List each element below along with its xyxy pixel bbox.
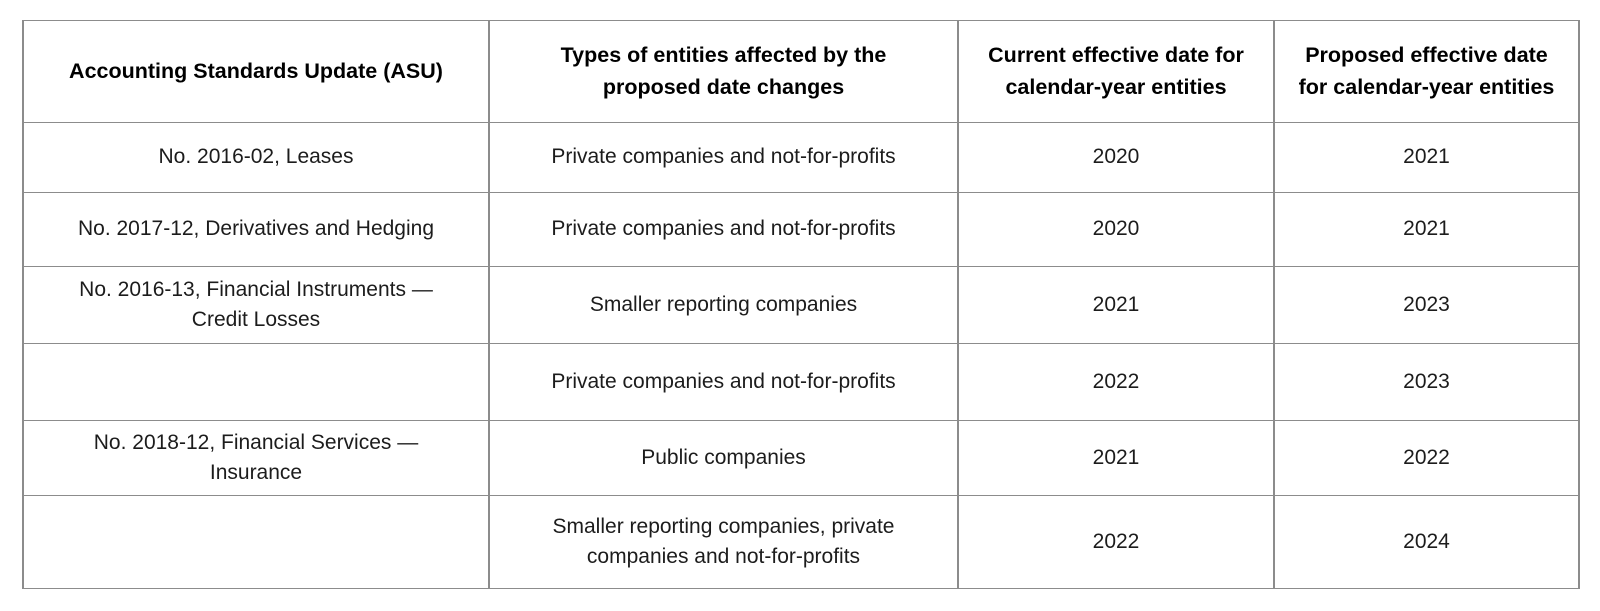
cell-entities: Public companies xyxy=(488,420,959,496)
cell-asu-empty xyxy=(22,343,490,421)
cell-entities: Smaller reporting companies xyxy=(488,266,959,344)
cell-asu: No. 2016-13, Financial Instruments — Cre… xyxy=(22,266,490,344)
table-row: No. 2018-12, Financial Services — Insura… xyxy=(22,420,1580,496)
cell-proposed-date: 2023 xyxy=(1273,343,1580,421)
cell-current-date: 2021 xyxy=(957,420,1275,496)
cell-proposed-date: 2022 xyxy=(1273,420,1580,496)
cell-current-date: 2020 xyxy=(957,192,1275,267)
table-row: Smaller reporting companies, private com… xyxy=(22,495,1580,589)
cell-asu: No. 2017-12, Derivatives and Hedging xyxy=(22,192,490,267)
table-row: Private companies and not-for-profits 20… xyxy=(22,343,1580,421)
header-entities-affected: Types of entities affected by the propos… xyxy=(488,20,959,123)
cell-current-date: 2022 xyxy=(957,495,1275,589)
cell-entities: Private companies and not-for-profits xyxy=(488,122,959,193)
cell-current-date: 2022 xyxy=(957,343,1275,421)
cell-current-date: 2020 xyxy=(957,122,1275,193)
cell-proposed-date: 2021 xyxy=(1273,122,1580,193)
asu-effective-dates-table: Accounting Standards Update (ASU) Types … xyxy=(22,20,1580,589)
table-row: No. 2016-02, Leases Private companies an… xyxy=(22,122,1580,193)
cell-entities: Private companies and not-for-profits xyxy=(488,343,959,421)
table-row: No. 2016-13, Financial Instruments — Cre… xyxy=(22,266,1580,344)
cell-asu: No. 2016-02, Leases xyxy=(22,122,490,193)
cell-entities: Smaller reporting companies, private com… xyxy=(488,495,959,589)
cell-entities: Private companies and not-for-profits xyxy=(488,192,959,267)
cell-asu-empty xyxy=(22,495,490,589)
cell-proposed-date: 2024 xyxy=(1273,495,1580,589)
header-asu: Accounting Standards Update (ASU) xyxy=(22,20,490,123)
header-proposed-effective-date: Proposed effective date for calendar-yea… xyxy=(1273,20,1580,123)
table-row: No. 2017-12, Derivatives and Hedging Pri… xyxy=(22,192,1580,267)
table-header-row: Accounting Standards Update (ASU) Types … xyxy=(22,20,1580,123)
cell-current-date: 2021 xyxy=(957,266,1275,344)
cell-proposed-date: 2021 xyxy=(1273,192,1580,267)
cell-proposed-date: 2023 xyxy=(1273,266,1580,344)
header-current-effective-date: Current effective date for calendar-year… xyxy=(957,20,1275,123)
cell-asu: No. 2018-12, Financial Services — Insura… xyxy=(22,420,490,496)
